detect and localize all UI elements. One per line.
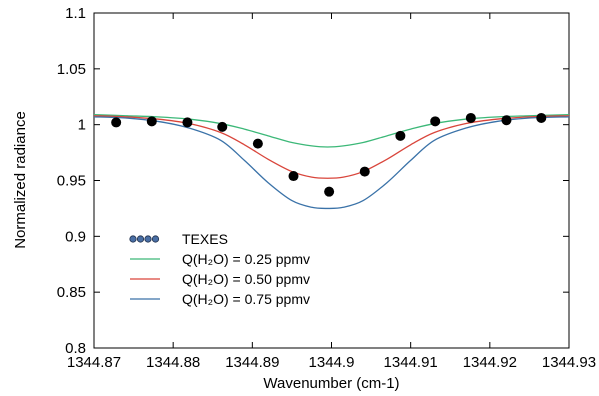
legend-marker bbox=[136, 235, 145, 243]
data-point bbox=[536, 112, 547, 123]
y-axis: 0.8 0.85 0.9 0.95 1 1.05 1.1 bbox=[57, 5, 569, 357]
data-point bbox=[146, 116, 157, 127]
legend-label: Q(H₂O) = 0.75 ppmv bbox=[182, 291, 310, 307]
legend-label: TEXES bbox=[182, 231, 228, 247]
x-tick-label: 1344.93 bbox=[542, 354, 596, 371]
y-tick-label: 0.8 bbox=[65, 340, 86, 357]
data-point bbox=[111, 117, 122, 128]
data-point bbox=[430, 116, 441, 127]
legend-marker bbox=[151, 235, 160, 243]
x-axis-title: Wavenumber (cm-1) bbox=[263, 375, 399, 392]
x-tick-label: 1344.91 bbox=[384, 354, 438, 371]
data-point bbox=[252, 138, 263, 149]
legend-marker bbox=[129, 235, 137, 243]
data-point bbox=[217, 121, 228, 132]
plot-frame bbox=[93, 12, 570, 349]
legend-marker bbox=[144, 235, 152, 243]
y-tick-label: 1.1 bbox=[65, 5, 86, 22]
x-tick-label: 1344.89 bbox=[225, 354, 279, 371]
y-tick-label: 0.95 bbox=[57, 173, 86, 190]
data-point bbox=[288, 171, 299, 182]
y-tick-label: 1 bbox=[78, 117, 86, 134]
x-tick-label: 1344.87 bbox=[67, 354, 121, 371]
y-axis-title: Normalized radiance bbox=[12, 111, 29, 249]
y-tick-label: 0.9 bbox=[65, 228, 86, 245]
legend-label: Q(H₂O) = 0.25 ppmv bbox=[182, 251, 310, 267]
series-line-3 bbox=[93, 116, 570, 210]
data-point bbox=[395, 130, 406, 141]
legend-label: Q(H₂O) = 0.50 ppmv bbox=[182, 271, 310, 287]
y-tick-label: 1.05 bbox=[57, 61, 86, 78]
data-point bbox=[182, 117, 193, 128]
data-point bbox=[465, 112, 476, 123]
data-point bbox=[324, 186, 335, 197]
x-tick-label: 1344.88 bbox=[146, 354, 200, 371]
x-axis: 1344.87 1344.88 1344.89 1344.9 1344.91 1344.9… bbox=[67, 13, 596, 371]
x-tick-label: 1344.92 bbox=[463, 354, 517, 371]
x-tick-label: 1344.9 bbox=[309, 354, 355, 371]
data-point bbox=[359, 166, 370, 177]
series-points bbox=[111, 112, 547, 197]
y-tick-label: 0.85 bbox=[57, 284, 86, 301]
legend: TEXES Q(H₂O) = 0.25 ppmv Q(H₂O) = 0.50 ppm… bbox=[129, 231, 310, 307]
data-point bbox=[501, 115, 512, 126]
